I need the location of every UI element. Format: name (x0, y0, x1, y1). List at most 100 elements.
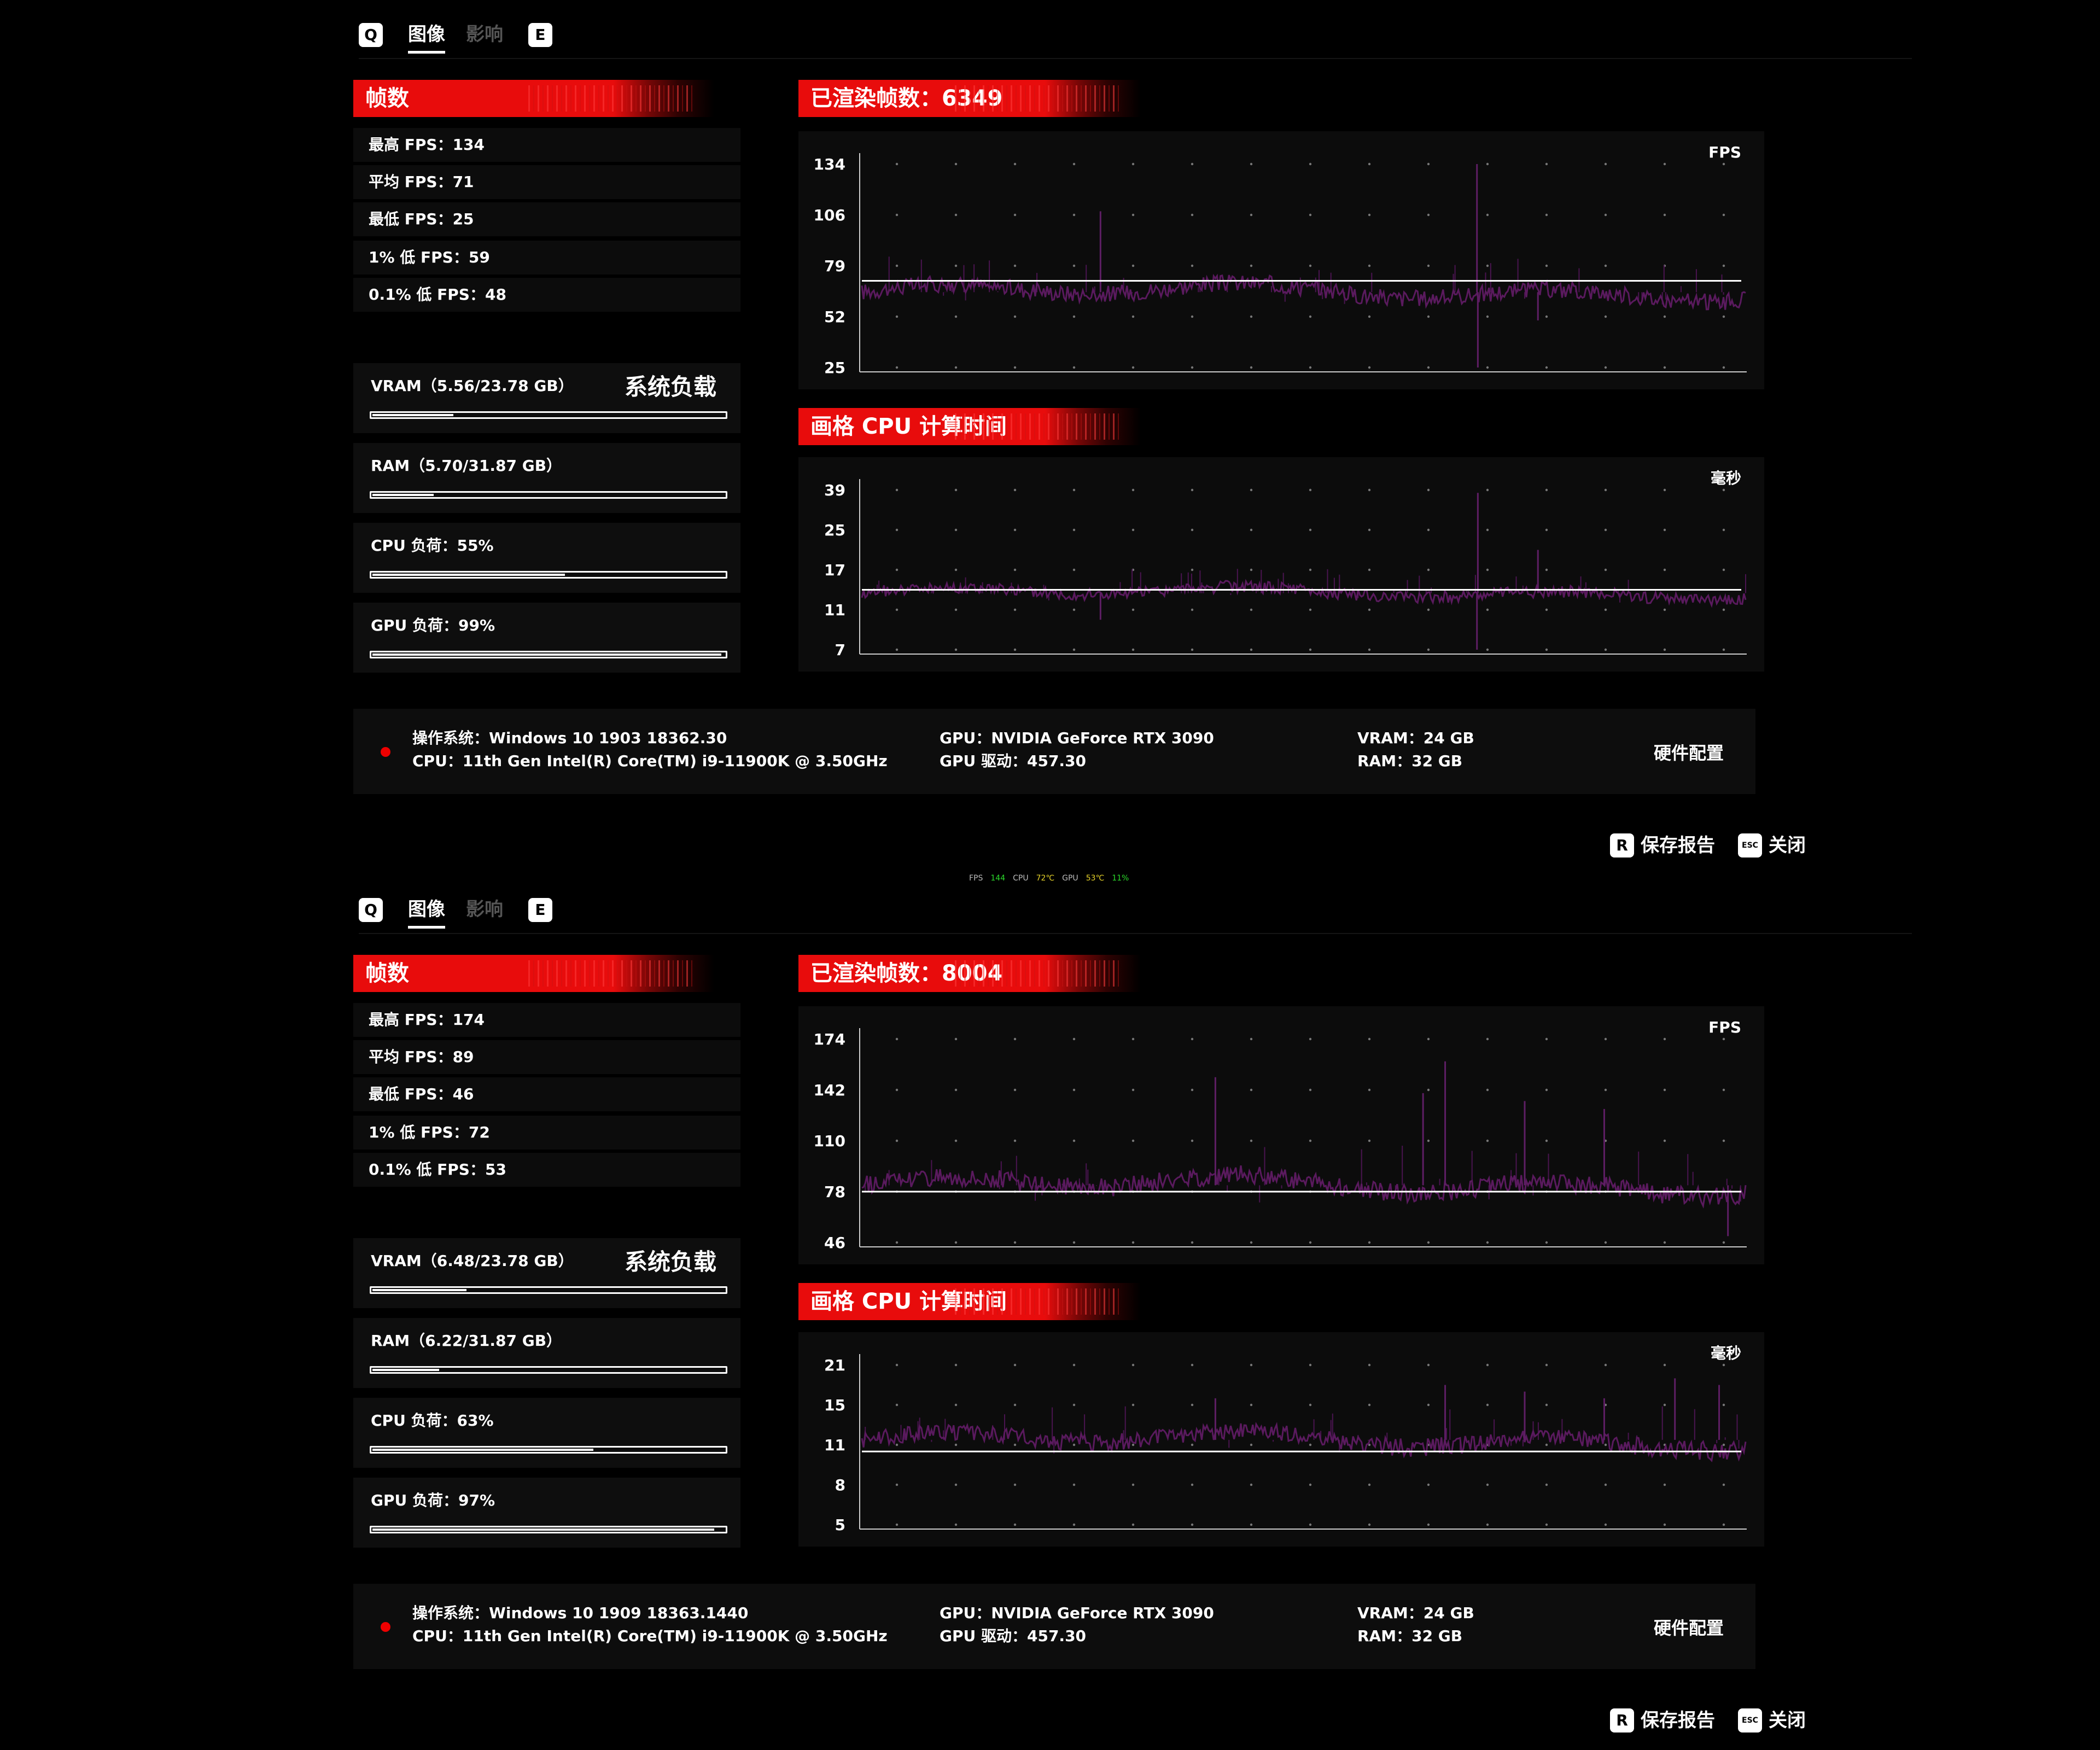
hw-vram: VRAM：24 GB (1357, 729, 1474, 747)
load-cpu-fill (372, 574, 565, 576)
grid-dot (1072, 213, 1076, 217)
tab-impact[interactable]: 影响 (466, 899, 503, 920)
grid-dot (1722, 1241, 1725, 1244)
grid-dot (1191, 1241, 1194, 1244)
grid-dot (1368, 488, 1371, 492)
key-q-icon[interactable]: Q (359, 23, 383, 47)
tick-label: 25 (824, 359, 845, 377)
frames-title: 帧数 (353, 80, 714, 117)
grid-dot (1250, 1443, 1253, 1446)
key-esc-icon[interactable]: ESC (1738, 833, 1762, 858)
grid-dot (1427, 315, 1430, 318)
grid-dot (1486, 1363, 1489, 1367)
hardware-config-button[interactable]: 硬件配置 (1653, 1618, 1724, 1638)
trace-bars (865, 1146, 1741, 1203)
close-button[interactable]: 关闭 (1769, 1710, 1806, 1731)
key-q-icon[interactable]: Q (359, 898, 383, 922)
key-e-icon[interactable]: E (528, 898, 552, 922)
grid-dot (1604, 1443, 1607, 1446)
grid-dot (1545, 1363, 1548, 1367)
key-esc-icon[interactable]: ESC (1738, 1708, 1762, 1732)
grid-dot (1545, 315, 1548, 318)
grid-dot (1604, 568, 1607, 571)
grid-dot (1427, 1139, 1430, 1142)
load-cpu-bar (370, 1446, 727, 1454)
stat-max-fps: 最高 FPS：174 (353, 1003, 740, 1037)
save-report-button[interactable]: 保存报告 (1641, 1710, 1715, 1731)
stat-1pct-low: 1% 低 FPS：59 (353, 241, 740, 275)
grid-dot (1250, 1403, 1253, 1407)
grid-dot (1072, 162, 1076, 166)
tick-label: 106 (814, 206, 845, 224)
grid-dot (1604, 1241, 1607, 1244)
grid-dot (1427, 213, 1430, 217)
grid-dot (1486, 1523, 1489, 1526)
close-button[interactable]: 关闭 (1769, 835, 1806, 856)
grid-dot (895, 1088, 899, 1092)
grid-dot (1072, 488, 1076, 492)
load-ram-label: RAM（5.70/31.87 GB） (371, 457, 562, 475)
load-cpu: CPU 负荷：63% (353, 1398, 740, 1468)
grid-dot (1722, 315, 1725, 318)
grid-dot (1309, 648, 1312, 651)
save-report-button[interactable]: 保存报告 (1641, 835, 1715, 856)
grid-dot (1722, 488, 1725, 492)
load-vram-fill (372, 1289, 467, 1291)
hw-cpu: CPU：11th Gen Intel(R) Core(TM) i9-11900K… (412, 1627, 888, 1645)
grid-dot (1191, 1139, 1194, 1142)
grid-dot (1131, 1483, 1135, 1486)
grid-dot (1131, 1443, 1135, 1446)
load-gpu-label: GPU 负荷：97% (371, 1491, 495, 1509)
load-gpu-bar (370, 651, 727, 658)
tick-label: 39 (824, 481, 845, 499)
footer-actions: R 保存报告 ESC 关闭 (1608, 831, 1816, 862)
grid-dot (1486, 1241, 1489, 1244)
load-ram-fill (372, 1369, 440, 1371)
tick-label: 21 (824, 1356, 845, 1374)
load-gpu-bar (370, 1526, 727, 1533)
tick-label: 25 (824, 521, 845, 539)
tab-image[interactable]: 图像 (408, 896, 445, 929)
tab-image[interactable]: 图像 (408, 21, 445, 54)
grid-dot (1309, 568, 1312, 571)
grid-dot (954, 488, 958, 492)
grid-dot (1545, 648, 1548, 651)
tick-label: 52 (824, 308, 845, 326)
grid-dot (1663, 488, 1666, 492)
grid-dot (1072, 608, 1076, 611)
grid-dot (1191, 608, 1194, 611)
grid-dot (1722, 264, 1725, 267)
grid-dot (1250, 1483, 1253, 1486)
key-r-icon[interactable]: R (1610, 1708, 1634, 1732)
grid-dot (895, 1403, 899, 1407)
grid-dot (1309, 315, 1312, 318)
hw-driver: GPU 驱动：457.30 (940, 752, 1087, 770)
grid-dot (1309, 1523, 1312, 1526)
load-vram: VRAM（6.48/23.78 GB） 系统负载 (353, 1238, 740, 1308)
grid-dot (954, 1037, 958, 1041)
load-gpu-fill (372, 1529, 714, 1531)
grid-dot (1604, 366, 1607, 369)
grid-dot (1663, 1088, 1666, 1092)
load-ram: RAM（6.22/31.87 GB） (353, 1318, 740, 1388)
frames-title-text: 帧数 (365, 961, 409, 986)
grid-dot (1427, 162, 1430, 166)
key-e-icon[interactable]: E (528, 23, 552, 47)
key-r-icon[interactable]: R (1610, 833, 1634, 858)
grid-dot (1722, 1443, 1725, 1446)
load-cpu-label: CPU 负荷：63% (371, 1411, 494, 1430)
tab-impact[interactable]: 影响 (466, 24, 503, 45)
grid-dot (1013, 1139, 1017, 1142)
grid-dot (954, 1139, 958, 1142)
grid-dot (1486, 1037, 1489, 1041)
grid-dot (1013, 1363, 1017, 1367)
grid-dot (1191, 315, 1194, 318)
grid-dot (1072, 264, 1076, 267)
noise-decoration (955, 960, 1119, 987)
grid-dot (1013, 1241, 1017, 1244)
frames-title: 帧数 (353, 955, 714, 992)
tick-label: 46 (824, 1234, 845, 1252)
grid-dot (1604, 1523, 1607, 1526)
unit-label: FPS (1708, 1018, 1741, 1036)
hardware-config-button[interactable]: 硬件配置 (1653, 743, 1724, 763)
